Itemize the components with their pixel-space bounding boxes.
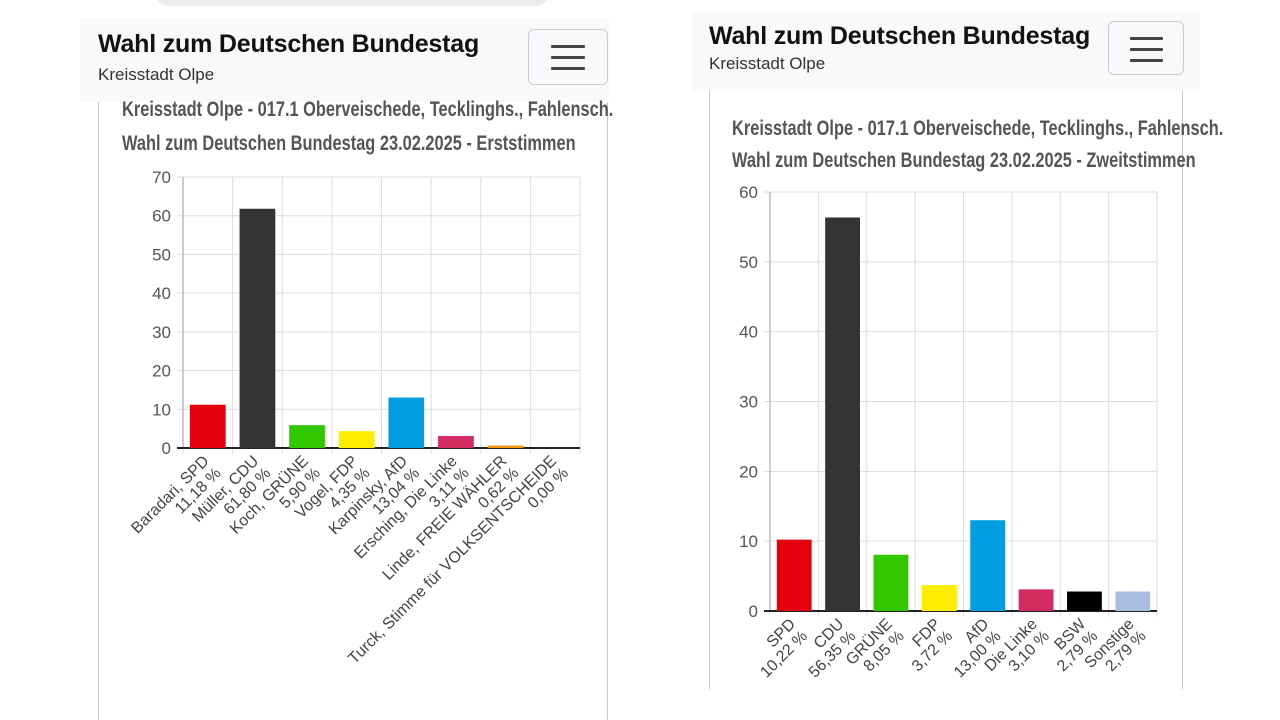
bar-2: [873, 554, 909, 611]
y-tick-label: 30: [152, 323, 171, 342]
bar-1: [239, 208, 276, 448]
left-menu-button[interactable]: [528, 29, 608, 85]
y-tick-label: 20: [152, 362, 171, 381]
hamburger-line: [1130, 59, 1163, 62]
left-header: Wahl zum Deutschen Bundestag Kreisstadt …: [80, 18, 609, 102]
bar-4: [388, 397, 425, 448]
left-frame-line: [98, 102, 99, 720]
hamburger-menu-icon: [551, 45, 585, 48]
chart-title-line2: Wahl zum Deutschen Bundestag 23.02.2025 …: [122, 132, 576, 155]
right-panel: Wahl zum Deutschen Bundestag Kreisstadt …: [692, 12, 1223, 720]
bar-6: [487, 445, 524, 448]
hamburger-line: [551, 56, 585, 59]
bar-7: [1115, 591, 1151, 611]
left-panel: Wahl zum Deutschen Bundestag Kreisstadt …: [80, 18, 613, 720]
chart-title-line2: Wahl zum Deutschen Bundestag 23.02.2025 …: [732, 149, 1196, 172]
right-frame-line: [1182, 91, 1183, 689]
bar-4: [970, 520, 1006, 611]
bar-0: [189, 404, 226, 448]
right-header-subtitle: Kreisstadt Olpe: [709, 54, 826, 73]
chart-title-line1: Kreisstadt Olpe - 017.1 Oberveischede, T…: [732, 117, 1224, 140]
bar-5: [438, 435, 474, 448]
y-tick-label: 20: [739, 462, 758, 481]
bar-2: [289, 425, 325, 448]
hamburger-line: [551, 67, 585, 70]
y-tick-label: 40: [739, 323, 758, 342]
hamburger-line: [1130, 48, 1163, 51]
bar-6: [1067, 591, 1102, 611]
bar-3: [921, 585, 957, 611]
browser-address-pill: [155, 0, 550, 6]
y-tick-label: 10: [739, 532, 758, 551]
y-tick-label: 30: [739, 393, 758, 412]
bar-1: [825, 217, 860, 611]
y-tick-label: 60: [739, 183, 758, 202]
bar-3: [338, 431, 375, 448]
right-frame-line: [607, 102, 608, 720]
right-header: Wahl zum Deutschen Bundestag Kreisstadt …: [692, 12, 1200, 91]
hamburger-menu-icon: [1130, 37, 1163, 40]
y-tick-label: 60: [152, 207, 171, 226]
right-header-title: Wahl zum Deutschen Bundestag: [709, 22, 1091, 50]
y-tick-label: 0: [162, 439, 171, 458]
y-tick-label: 40: [152, 284, 171, 303]
y-tick-label: 50: [739, 253, 758, 272]
y-tick-label: 50: [152, 245, 171, 264]
left-header-title: Wahl zum Deutschen Bundestag: [98, 30, 480, 58]
chart-title-line1: Kreisstadt Olpe - 017.1 Oberveischede, T…: [122, 98, 614, 121]
y-tick-label: 70: [152, 168, 171, 187]
right-menu-button[interactable]: [1108, 21, 1184, 75]
y-tick-label: 10: [152, 400, 171, 419]
left-frame-line: [709, 91, 710, 689]
bar-5: [1018, 589, 1054, 611]
left-header-subtitle: Kreisstadt Olpe: [98, 65, 215, 84]
bar-0: [776, 539, 812, 611]
y-tick-label: 0: [749, 602, 758, 621]
